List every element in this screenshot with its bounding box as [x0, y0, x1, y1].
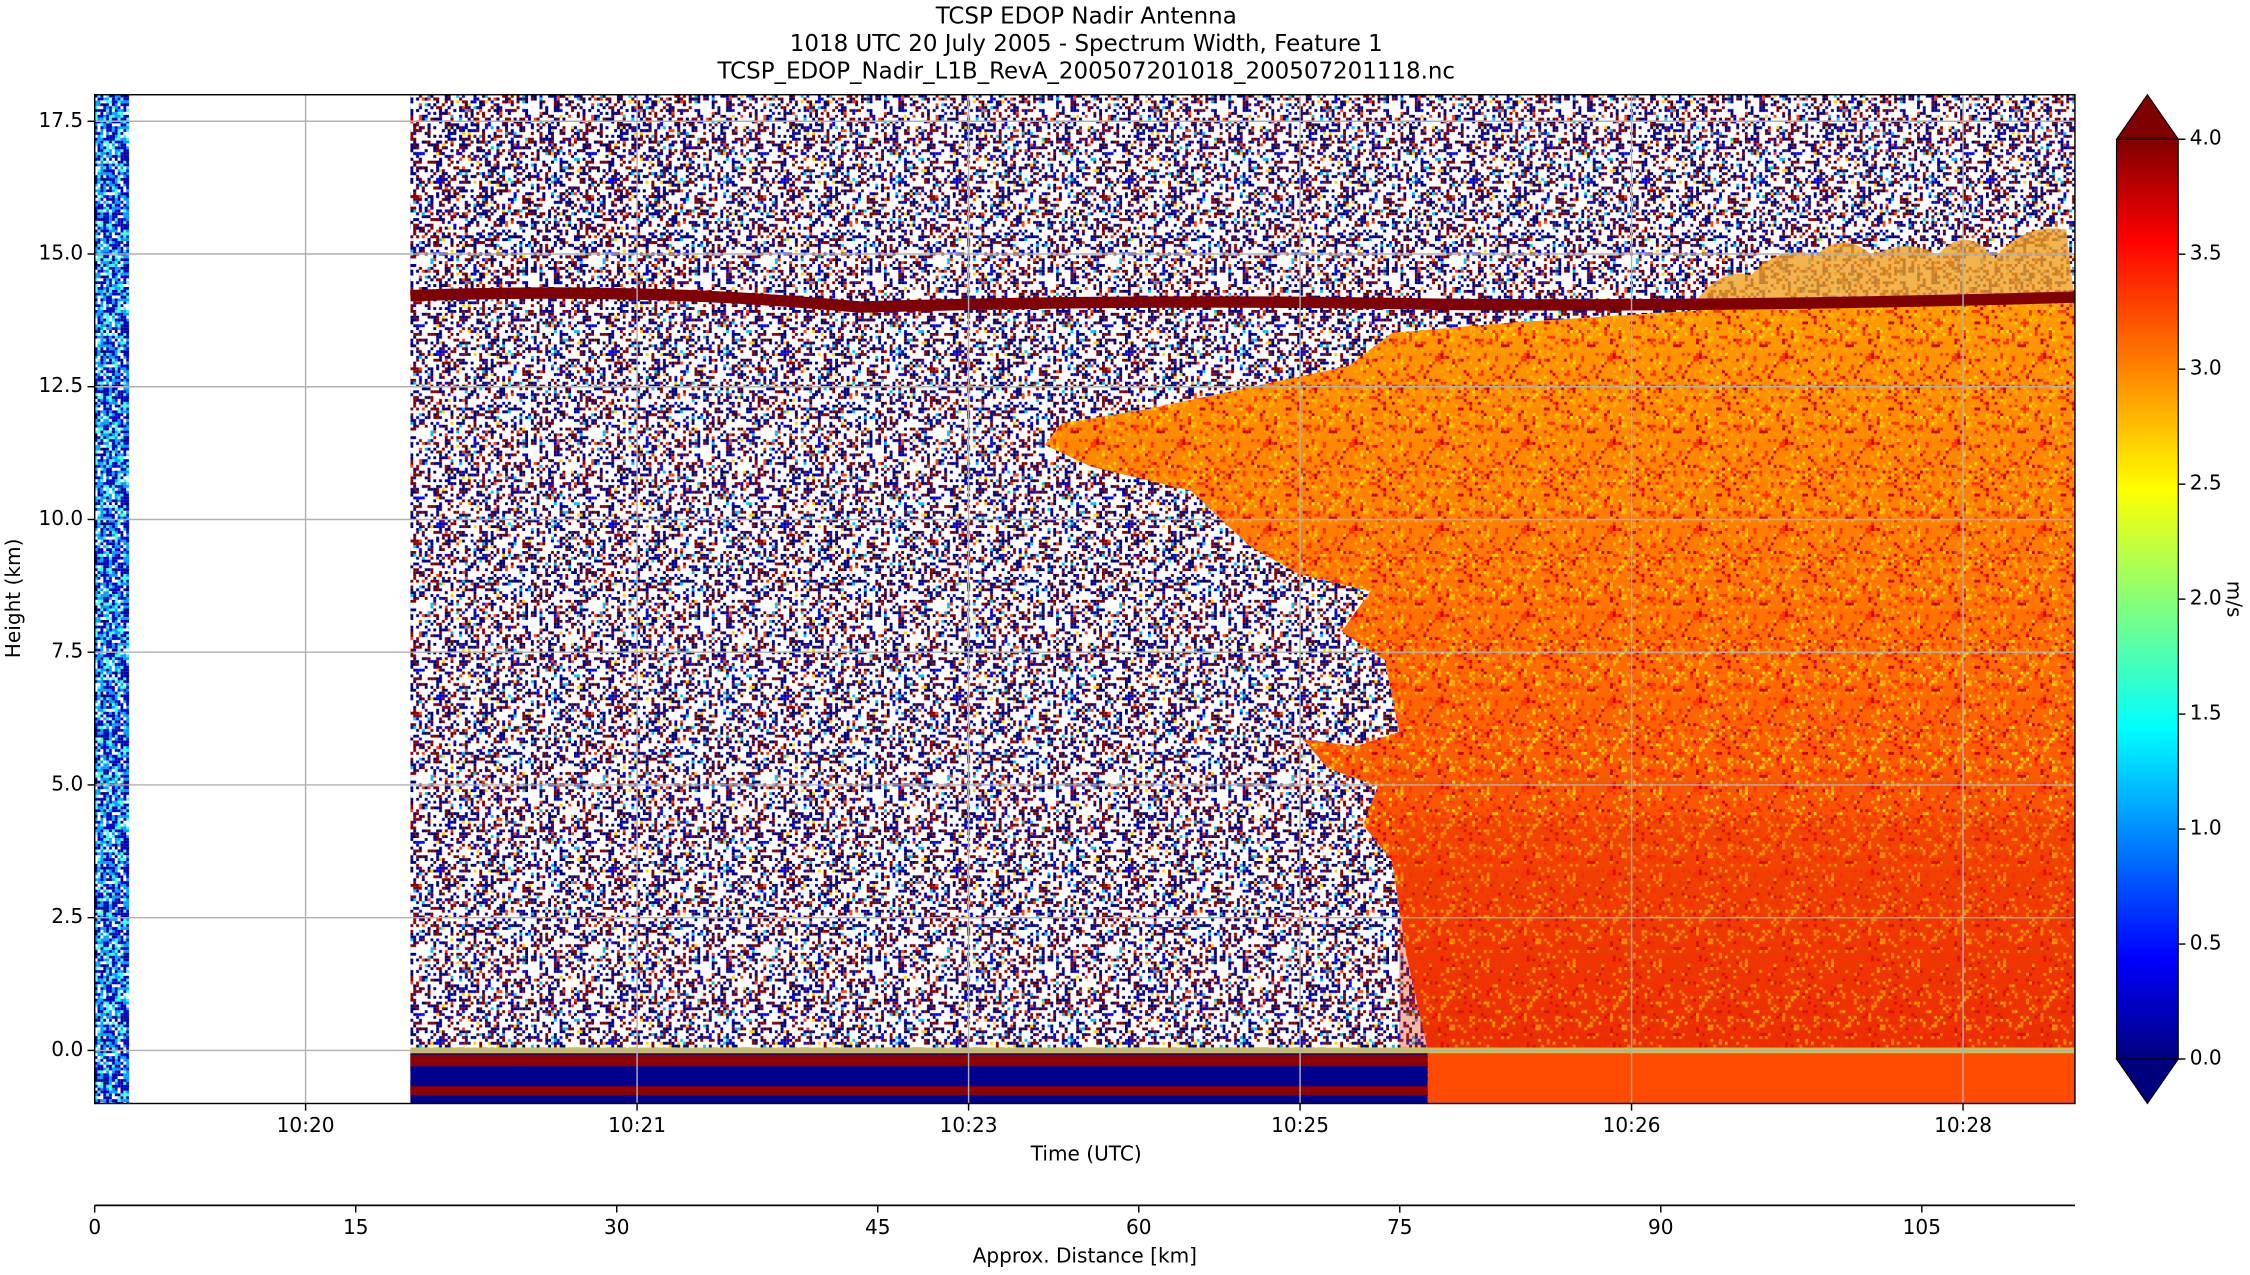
colorbar-extend-min: [2115, 1058, 2180, 1105]
echo-texture: [1044, 304, 2075, 1051]
y-tick-label: 2.5: [51, 904, 83, 928]
chart-subtitle: 1018 UTC 20 July 2005 - Spectrum Width, …: [790, 31, 1383, 57]
x-tick-label: 10:28: [1934, 1113, 1992, 1137]
colorbar-frame: [2115, 138, 2179, 1060]
colorbar-tick-label: 4.0: [2190, 126, 2222, 150]
colorbar-tick-label: 0.5: [2190, 931, 2222, 955]
y-tick-label: 5.0: [51, 771, 83, 795]
x-tick-label: 10:20: [277, 1113, 335, 1137]
distance-tick-label: 60: [1126, 1215, 1152, 1239]
distance-tick-label: 45: [865, 1215, 891, 1239]
distance-tick-label: 90: [1648, 1215, 1674, 1239]
surface-stripe: [410, 1054, 1428, 1067]
y-tick-label: 17.5: [39, 108, 84, 132]
x-tick-label: 10:26: [1603, 1113, 1661, 1137]
y-tick-label: 7.5: [51, 639, 83, 663]
colorbar-label: m/s: [2222, 581, 2246, 618]
y-tick-label: 10.0: [39, 506, 84, 530]
noise-dense: [410, 94, 698, 296]
colorbar-tick-label: 2.5: [2190, 471, 2222, 495]
distance-tick-label: 0: [88, 1215, 101, 1239]
x-tick-label: 10:23: [940, 1113, 998, 1137]
distance-tick-label: 75: [1387, 1215, 1413, 1239]
file-name: TCSP_EDOP_Nadir_L1B_RevA_200507201018_20…: [716, 58, 1455, 84]
colorbar-tick-label: 3.0: [2190, 356, 2222, 380]
colorbar: [2116, 139, 2179, 1060]
x-tick-label: 10:21: [608, 1113, 666, 1137]
colorbar-tick-label: 2.0: [2190, 586, 2222, 610]
distance-tick-label: 15: [343, 1215, 369, 1239]
cloud-top: [1693, 228, 2075, 305]
distance-tick-label: 105: [1903, 1215, 1941, 1239]
colorbar-tick-label: 3.5: [2190, 241, 2222, 265]
colorbar-tick-label: 1.5: [2190, 701, 2222, 725]
y-tick-label: 12.5: [39, 373, 84, 397]
y-tick-label: 0.0: [51, 1037, 83, 1061]
tropopause-return: [410, 287, 2076, 313]
chart-title: TCSP EDOP Nadir Antenna: [935, 4, 1237, 30]
colorbar-extend-max: [2115, 93, 2180, 140]
data-strip: [94, 94, 130, 1104]
colorbar-tick-label: 0.0: [2190, 1046, 2222, 1070]
plot-area: [87, 94, 2076, 1111]
lower-band: [1399, 817, 2075, 1051]
surface-band-right: [1427, 1050, 2075, 1104]
colorbar-tick-label: 1.0: [2190, 816, 2222, 840]
plot-frame: [93, 94, 2076, 1105]
distance-tick-label: 30: [604, 1215, 630, 1239]
y-tick-label: 15.0: [39, 241, 84, 265]
x-axis-label: Time (UTC): [1030, 1142, 1142, 1166]
surface-stripe: [410, 1086, 1428, 1095]
distance-axis-label: Approx. Distance [km]: [973, 1244, 1197, 1268]
y-axis-label: Height (km): [1, 539, 25, 659]
x-tick-label: 10:25: [1271, 1113, 1329, 1137]
